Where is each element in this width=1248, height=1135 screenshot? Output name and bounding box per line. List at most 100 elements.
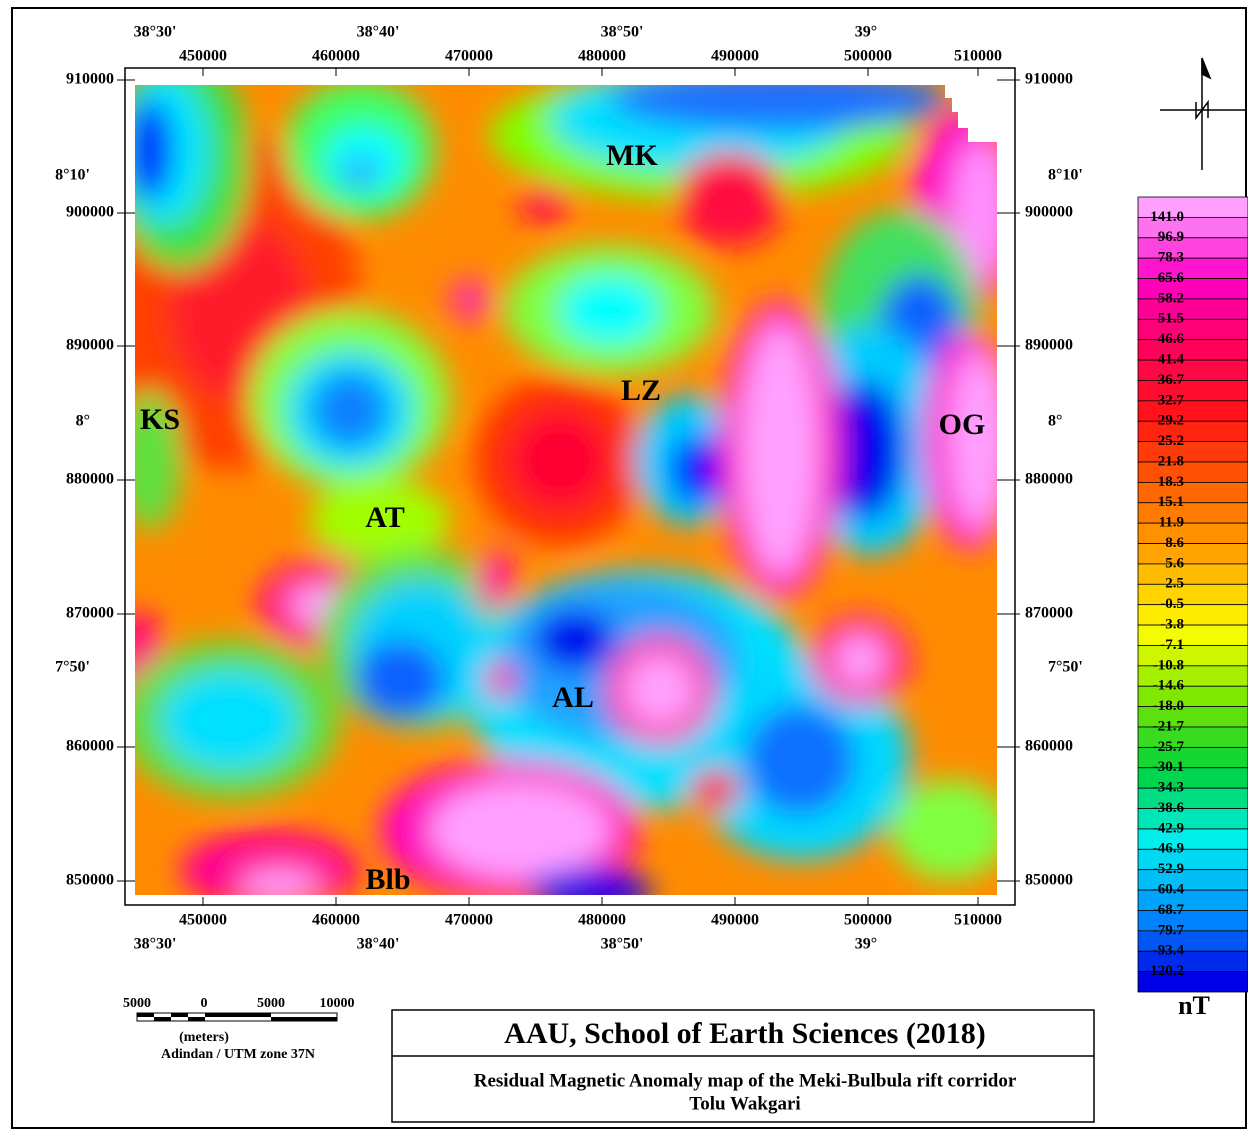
legend-label: -93.4 (1153, 943, 1185, 959)
legend-label: -10.8 (1153, 657, 1184, 673)
left-northing-label: 880000 (66, 471, 114, 488)
right-northing-label: 860000 (1025, 738, 1073, 755)
anomaly-patch (355, 640, 445, 720)
legend-label: -34.3 (1153, 780, 1184, 796)
legend-label: 51.5 (1158, 311, 1184, 327)
right-latitude-label: 8°10' (1048, 167, 1083, 184)
anomaly-patch (690, 770, 740, 810)
legend-swatch (1138, 605, 1248, 625)
left-latitude-label: 7°50' (55, 659, 90, 676)
legend-label: -30.1 (1153, 759, 1184, 775)
legend-swatch (1138, 360, 1248, 380)
right-northing-label: 880000 (1025, 471, 1073, 488)
top-longitude-label: 39° (855, 24, 877, 41)
place-label: Blb (365, 863, 410, 896)
top-easting-label: 470000 (445, 48, 493, 65)
bottom-easting-label: 500000 (844, 912, 892, 929)
place-label: LZ (621, 374, 661, 407)
anomaly-patch (558, 275, 662, 345)
legend-swatch (1138, 462, 1248, 482)
legend-label: 25.2 (1158, 433, 1184, 449)
anomaly-patch (624, 654, 696, 726)
scale-unit: (meters) (179, 1030, 229, 1045)
legend-label: -52.9 (1153, 861, 1184, 877)
scale-bar (137, 1013, 337, 1021)
legend-label: 41.4 (1158, 352, 1185, 368)
top-easting-label: 450000 (179, 48, 227, 65)
legend-swatch (1138, 340, 1248, 360)
top-easting-label: 480000 (578, 48, 626, 65)
legend-unit: nT (1178, 991, 1210, 1020)
anomaly-patch (160, 670, 300, 770)
bottom-longitude-label: 38°30' (134, 936, 177, 953)
page: AAU, School of Earth Sciences (2018) Res… (0, 0, 1248, 1135)
legend-swatch (1138, 482, 1248, 502)
anomaly-patch (519, 185, 571, 225)
left-northing-label: 900000 (66, 204, 114, 221)
legend-label: -3.8 (1160, 617, 1184, 633)
legend-label: -60.4 (1153, 882, 1185, 898)
left-northing-label: 870000 (66, 605, 114, 622)
left-latitude-label: 8°10' (55, 167, 90, 184)
top-easting-label: 460000 (312, 48, 360, 65)
top-longitude-label: 38°50' (601, 24, 644, 41)
legend-swatch (1138, 523, 1248, 543)
right-latitude-label: 7°50' (1048, 659, 1083, 676)
right-northing-label: 870000 (1025, 605, 1073, 622)
top-longitude-label: 38°40' (357, 24, 400, 41)
legend-swatch (1138, 380, 1248, 400)
legend-label: 5.6 (1165, 555, 1184, 571)
anomaly-patch (535, 610, 615, 670)
legend-label: 65.6 (1158, 270, 1185, 286)
place-label: OG (939, 408, 986, 441)
legend-label: -21.7 (1153, 718, 1185, 734)
legend-label: -18.0 (1153, 698, 1184, 714)
legend-swatch (1138, 238, 1248, 258)
bottom-easting-label: 450000 (179, 912, 227, 929)
place-label: AT (365, 501, 404, 534)
legend-label: 32.7 (1158, 392, 1185, 408)
legend-label: -25.7 (1153, 739, 1185, 755)
projection: Adindan / UTM zone 37N (161, 1047, 315, 1062)
place-label: KS (140, 403, 180, 436)
right-northing-label: 900000 (1025, 204, 1073, 221)
legend-swatch (1138, 564, 1248, 584)
top-easting-label: 500000 (844, 48, 892, 65)
anomaly-patch (510, 410, 610, 510)
legend-label: -68.7 (1153, 902, 1185, 918)
legend-label: 46.6 (1158, 331, 1185, 347)
legend-swatch (1138, 279, 1248, 299)
anomaly-patch (312, 372, 388, 448)
legend-swatch (1138, 258, 1248, 278)
scale-label: 0 (201, 996, 208, 1011)
legend-swatch (1138, 319, 1248, 339)
legend-label: 8.6 (1165, 535, 1184, 551)
legend-label: 58.2 (1158, 290, 1184, 306)
anomaly-patch (890, 780, 1010, 880)
legend-label: -120.2 (1145, 963, 1184, 979)
left-northing-label: 890000 (66, 337, 114, 354)
legend-swatch (1138, 442, 1248, 462)
title: AAU, School of Earth Sciences (2018) (504, 1017, 986, 1050)
anomaly-patch (485, 660, 515, 700)
legend-swatch (1138, 503, 1248, 523)
anomaly-patch (430, 782, 610, 878)
top-easting-label: 490000 (711, 48, 759, 65)
legend-label: 21.8 (1158, 453, 1184, 469)
legend-label: -79.7 (1153, 922, 1185, 938)
legend-label: -0.5 (1160, 596, 1184, 612)
legend-label: 18.3 (1158, 474, 1184, 490)
bottom-easting-label: 460000 (312, 912, 360, 929)
legend-swatch (1138, 544, 1248, 564)
legend-label: 96.9 (1158, 229, 1184, 245)
bottom-longitude-label: 39° (855, 936, 877, 953)
anomaly-patch (742, 325, 818, 575)
place-label: AL (552, 681, 594, 714)
left-northing-label: 850000 (66, 872, 114, 889)
legend-label: -46.9 (1153, 841, 1184, 857)
bottom-longitude-label: 38°40' (357, 936, 400, 953)
right-latitude-label: 8° (1048, 413, 1062, 430)
top-easting-label: 510000 (954, 48, 1002, 65)
legend-label: 15.1 (1158, 494, 1184, 510)
legend-label: -42.9 (1153, 820, 1184, 836)
